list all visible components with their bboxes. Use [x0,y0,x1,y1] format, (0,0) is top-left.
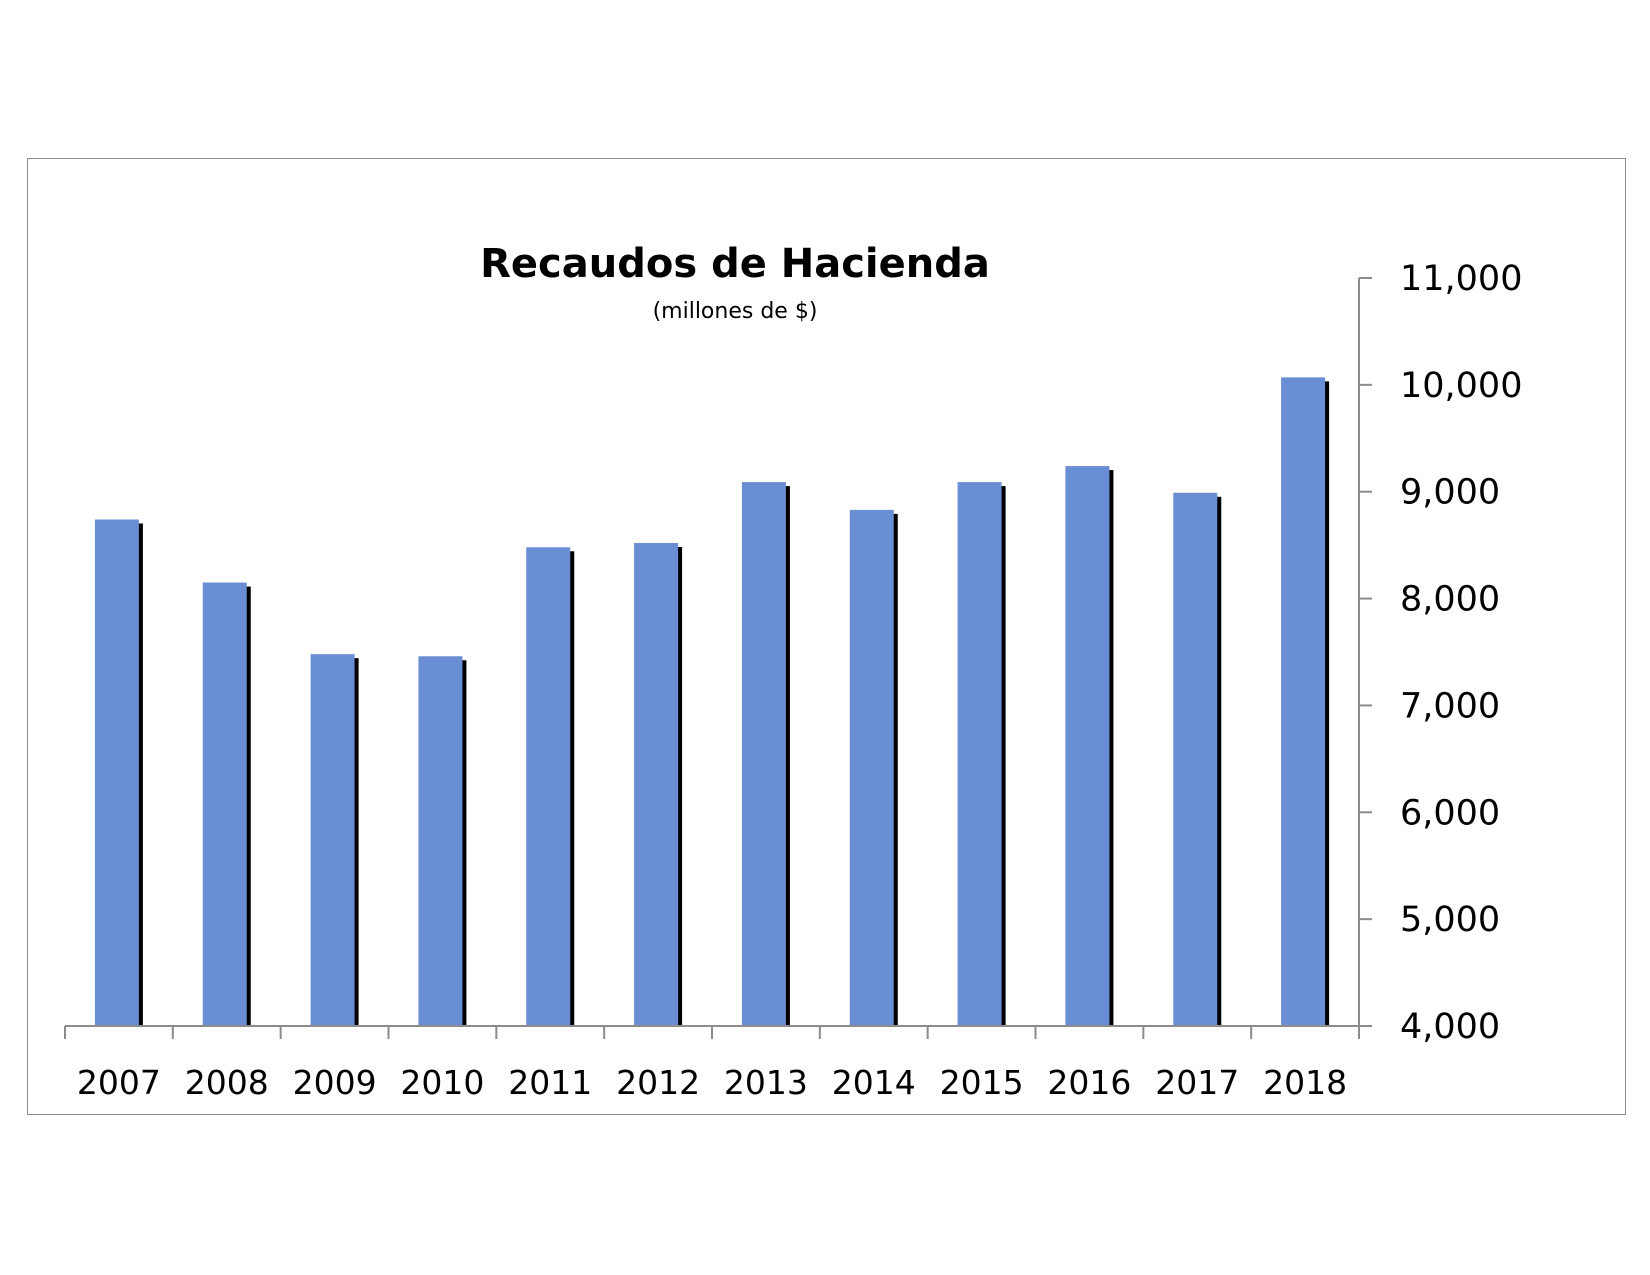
chart-subtitle: (millones de $) [653,299,818,324]
bar-2017 [1173,492,1218,1027]
y-tick-label-7000: 7,000 [1400,686,1500,726]
x-tick-label-2015: 2015 [940,1063,1024,1102]
y-tick-label-9000: 9,000 [1400,473,1500,513]
axes-layer: 2007 2008 2009 2010 2011 2012 2013 2014 2015 2016… [64,259,1522,1102]
x-tick-label-2018: 2018 [1263,1063,1347,1102]
y-tick-label-5000: 5,000 [1400,900,1500,940]
x-tick-label-2013: 2013 [724,1063,808,1102]
x-tick-label-2014: 2014 [832,1063,916,1102]
x-tick-label-2009: 2009 [293,1063,377,1102]
bar-2015 [957,482,1002,1026]
bars-layer [94,377,1330,1027]
x-tick-label-2017: 2017 [1155,1063,1239,1102]
bar-2009 [310,654,355,1026]
y-tick-label-11000: 11,000 [1400,259,1522,299]
bar-2014 [849,509,894,1026]
x-tick-label-2012: 2012 [616,1063,700,1102]
bar-2011 [526,547,571,1026]
bar-2013 [741,482,786,1026]
x-tick-label-2008: 2008 [185,1063,269,1102]
chart-frame [27,158,1626,1115]
bar-2008 [202,582,247,1026]
x-tick-label-2016: 2016 [1047,1063,1131,1102]
bar-2018 [1281,377,1326,1026]
y-tick-label-10000: 10,000 [1400,366,1522,406]
x-tick-label-2010: 2010 [400,1063,484,1102]
bar-2007 [94,519,139,1026]
y-tick-label-4000: 4,000 [1400,1007,1500,1047]
bar-2010 [418,656,463,1026]
x-tick-label-2011: 2011 [508,1063,592,1102]
chart-title: Recaudos de Hacienda [480,241,990,287]
y-tick-label-8000: 8,000 [1400,580,1500,620]
bar-2012 [634,543,679,1026]
bar-2016 [1065,466,1110,1026]
y-tick-label-6000: 6,000 [1400,793,1500,833]
x-tick-label-2007: 2007 [77,1063,161,1102]
